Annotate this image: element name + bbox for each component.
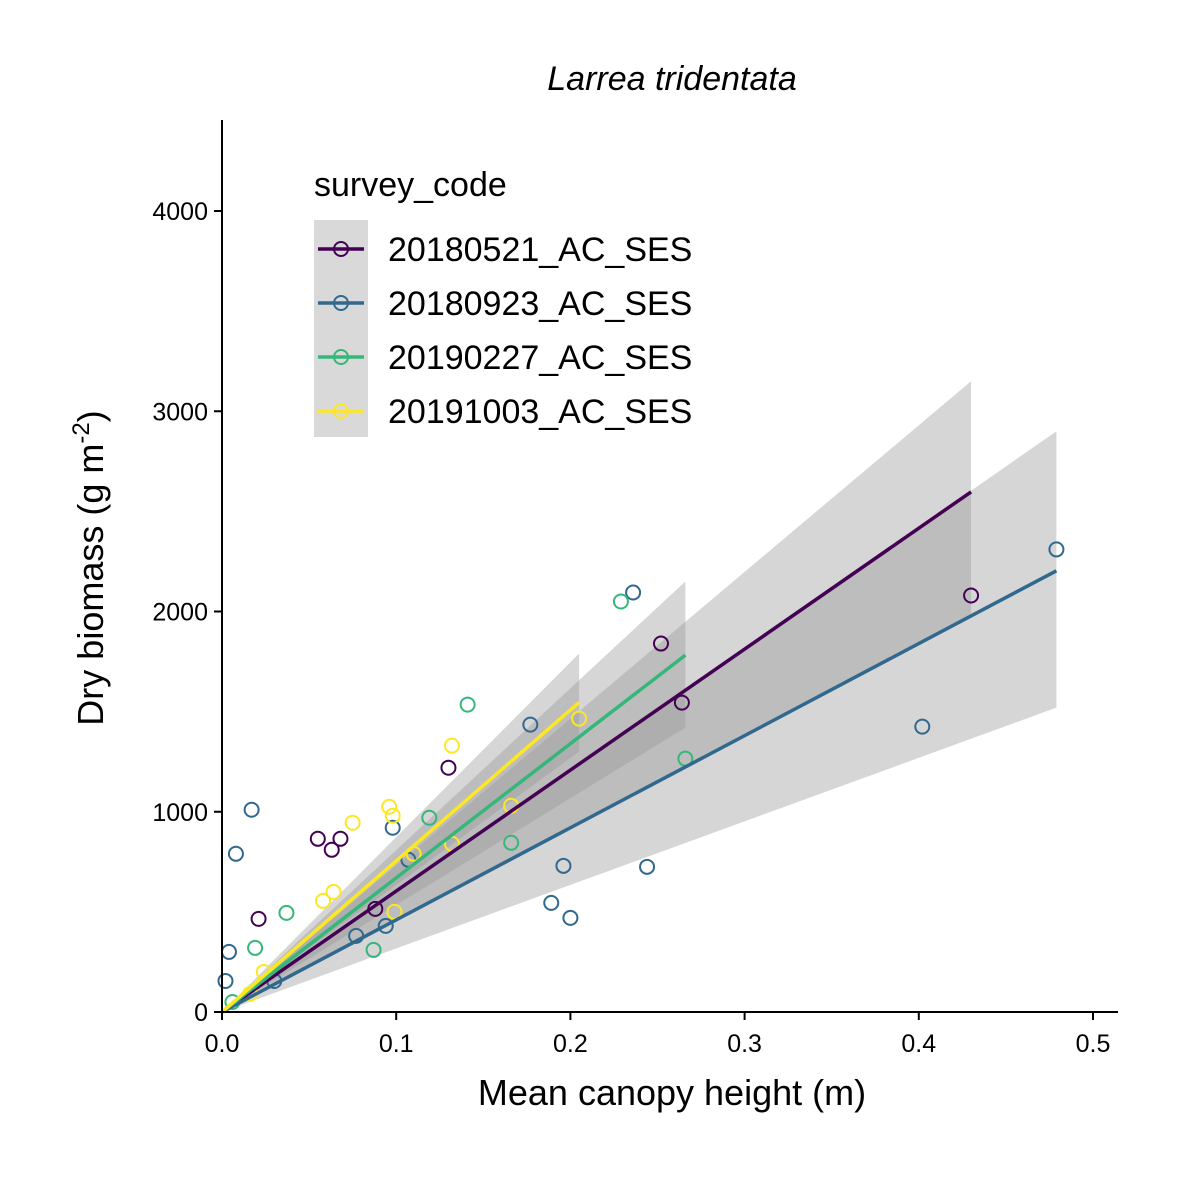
legend-title: survey_code xyxy=(314,166,507,204)
y-tick-label: 4000 xyxy=(152,198,208,226)
data-point-series-3 xyxy=(278,904,295,921)
x-tick-label: 0.4 xyxy=(901,1030,936,1058)
y-tick-label: 1000 xyxy=(152,799,208,827)
data-point-series-1 xyxy=(963,587,980,604)
legend-item-series-1: 20180521_AC_SES xyxy=(318,231,692,269)
legend-item-series-4: 20191003_AC_SES xyxy=(318,393,692,431)
data-point-series-3 xyxy=(421,809,438,826)
legend-label: 20191003_AC_SES xyxy=(388,393,692,431)
legend-point xyxy=(333,403,349,419)
data-point-series-2 xyxy=(377,917,394,934)
data-point-series-4 xyxy=(571,710,588,727)
x-axis-title: Mean canopy height (m) xyxy=(478,1072,866,1113)
legend-point xyxy=(333,295,349,311)
legend-label: 20180521_AC_SES xyxy=(388,231,692,269)
fit-line-series-2 xyxy=(221,569,1058,1014)
y-axis-title-superscript: -2 xyxy=(68,422,95,443)
data-point-series-1 xyxy=(332,830,349,847)
legend-label: 20180923_AC_SES xyxy=(388,285,692,323)
data-point-series-1 xyxy=(440,759,457,776)
fit-line-series-4 xyxy=(220,701,581,1014)
ci-band-series-3 xyxy=(222,581,686,1012)
data-point-series-3 xyxy=(247,939,264,956)
fit-line-series-3 xyxy=(220,653,687,1014)
data-point-series-2 xyxy=(243,801,260,818)
data-point-series-1 xyxy=(323,841,340,858)
data-point-series-2 xyxy=(227,845,244,862)
data-point-series-1 xyxy=(673,694,690,711)
data-point-series-2 xyxy=(555,857,572,874)
data-point-series-4 xyxy=(344,814,361,831)
data-point-series-4 xyxy=(325,883,342,900)
data-point-series-2 xyxy=(217,972,234,989)
y-axis-title: Dry biomass (g m-2) xyxy=(68,410,111,725)
data-point-series-2 xyxy=(384,819,401,836)
x-tick-label: 0.1 xyxy=(379,1030,414,1058)
y-tick-label: 0 xyxy=(194,999,208,1027)
data-point-series-2 xyxy=(562,909,579,926)
chart-title: Larrea tridentata xyxy=(547,60,797,98)
x-tick-label: 0.5 xyxy=(1076,1030,1111,1058)
legend: survey_code 20180521_AC_SES 20180923_AC_S… xyxy=(314,166,692,437)
data-points xyxy=(217,541,1065,1010)
y-tick-label: 2000 xyxy=(152,599,208,627)
data-point-series-4 xyxy=(443,737,460,754)
legend-item-series-2: 20180923_AC_SES xyxy=(318,285,692,323)
x-tick-label: 0.3 xyxy=(727,1030,762,1058)
data-point-series-2 xyxy=(220,943,237,960)
data-point-series-2 xyxy=(543,894,560,911)
data-point-series-1 xyxy=(652,635,669,652)
y-tick-label: 3000 xyxy=(152,398,208,426)
data-point-series-2 xyxy=(522,716,539,733)
data-point-series-1 xyxy=(250,910,267,927)
data-point-series-4 xyxy=(315,892,332,909)
legend-items: 20180521_AC_SES 20180923_AC_SES 20190227_A… xyxy=(318,231,692,431)
data-point-series-2 xyxy=(914,718,931,735)
data-point-series-4 xyxy=(384,807,401,824)
fit-line-series-1 xyxy=(221,490,973,1014)
x-tick-label: 0.2 xyxy=(553,1030,588,1058)
legend-label: 20190227_AC_SES xyxy=(388,339,692,377)
data-point-series-2 xyxy=(1048,541,1065,558)
data-point-series-1 xyxy=(309,830,326,847)
data-point-series-3 xyxy=(503,834,520,851)
data-point-series-4 xyxy=(381,798,398,815)
data-point-series-2 xyxy=(625,584,642,601)
x-tick-label: 0.0 xyxy=(205,1030,240,1058)
axes: 0.0 0.1 0.2 0.3 0.4 0.5 0 1000 2000 3000 4000 xyxy=(152,120,1118,1058)
data-point-series-2 xyxy=(639,858,656,875)
legend-point xyxy=(333,241,349,257)
legend-point xyxy=(333,349,349,365)
data-point-series-3 xyxy=(459,696,476,713)
legend-item-series-3: 20190227_AC_SES xyxy=(318,339,692,377)
data-point-series-3 xyxy=(365,941,382,958)
ci-band-series-4 xyxy=(222,653,580,1012)
data-point-series-3 xyxy=(612,593,629,610)
fit-lines xyxy=(220,490,1058,1014)
ci-band-series-1 xyxy=(222,381,972,1012)
